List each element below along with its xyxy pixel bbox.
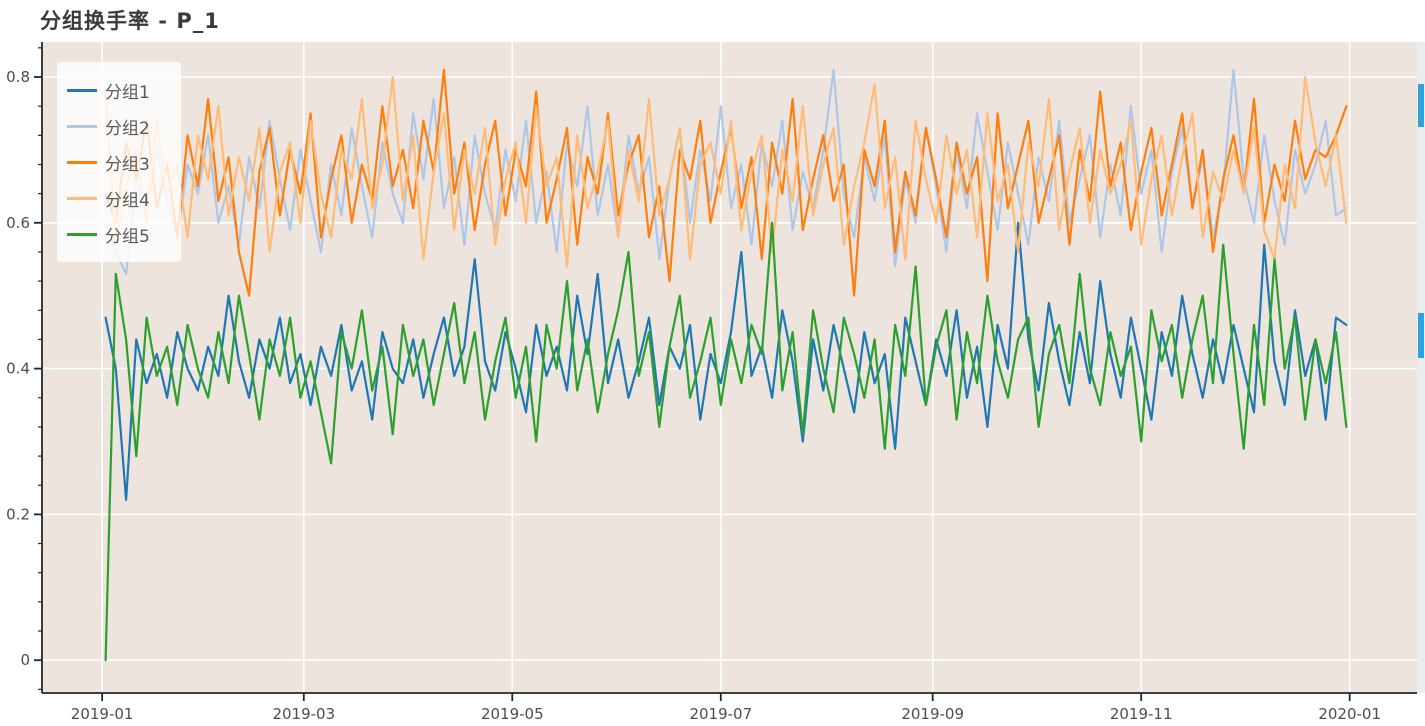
legend-label: 分组4 xyxy=(105,190,150,211)
x-tick-label: 2019-11 xyxy=(1110,705,1173,723)
right-edge-strip xyxy=(1417,42,1425,693)
legend-label: 分组3 xyxy=(105,154,150,175)
legend-swatch-icon xyxy=(67,160,97,164)
legend-item-2: 分组2 xyxy=(67,108,167,144)
legend-swatch-icon xyxy=(67,196,97,200)
y-tick-label: 0.2 xyxy=(6,505,30,523)
legend-swatch-icon xyxy=(67,232,97,236)
legend-label: 分组1 xyxy=(105,82,150,103)
x-tick-label: 2019-01 xyxy=(71,705,134,723)
chart-title: 分组换手率 - P_1 xyxy=(40,9,220,33)
scrollbar-fragment-top[interactable] xyxy=(1418,84,1424,127)
y-tick-label: 0.8 xyxy=(6,68,30,86)
legend-item-5: 分组5 xyxy=(67,216,167,252)
series-line-4 xyxy=(104,75,1348,268)
legend-swatch-icon xyxy=(67,88,97,92)
y-tick-label: 0 xyxy=(20,651,30,669)
series-line-1 xyxy=(104,221,1348,501)
chart-legend: 分组1 分组2 分组3 分组4 分组5 xyxy=(57,62,181,262)
legend-item-1: 分组1 xyxy=(67,72,167,108)
series-line-5 xyxy=(104,221,1348,662)
x-tick-label: 2019-05 xyxy=(481,705,544,723)
x-tick-label: 2019-03 xyxy=(272,705,335,723)
legend-swatch-icon xyxy=(67,124,97,128)
legend-item-4: 分组4 xyxy=(67,180,167,216)
x-tick-label: 2019-09 xyxy=(901,705,964,723)
legend-label: 分组2 xyxy=(105,118,150,139)
y-tick-label: 0.4 xyxy=(6,360,30,378)
legend-label: 分组5 xyxy=(105,226,150,247)
y-tick-label: 0.6 xyxy=(6,214,30,232)
x-tick-label: 2019-07 xyxy=(689,705,752,723)
legend-item-3: 分组3 xyxy=(67,144,167,180)
x-tick-label: 2020-01 xyxy=(1318,705,1381,723)
scrollbar-fragment-middle[interactable] xyxy=(1418,313,1424,358)
